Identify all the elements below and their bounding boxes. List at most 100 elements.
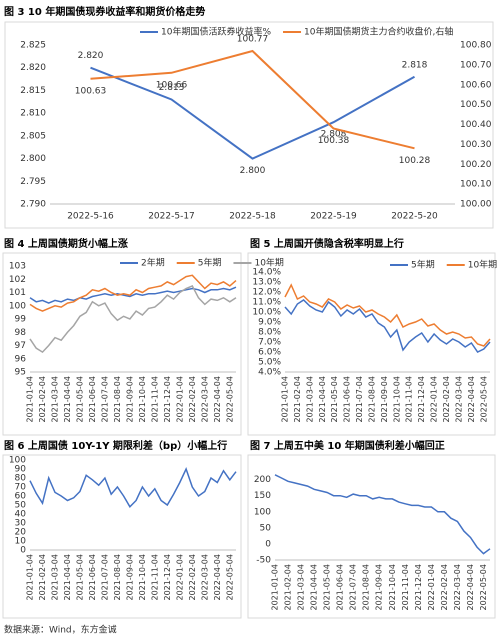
y-tick-label: 100 bbox=[9, 301, 26, 311]
y-tick-label: 96 bbox=[15, 354, 27, 364]
x-tick-label: 2022-04-04 bbox=[213, 554, 222, 601]
y-tick-label: 2.800 bbox=[20, 154, 46, 164]
x-tick-label: 2021-05-04 bbox=[330, 376, 339, 423]
data-label: 100.38 bbox=[318, 136, 350, 146]
line bbox=[29, 284, 237, 354]
x-tick-label: 2021-12-04 bbox=[417, 376, 426, 423]
x-tick-label: 2021-01-04 bbox=[26, 554, 35, 601]
x-tick-label: 2021-03-04 bbox=[50, 376, 59, 423]
y2-tick-label: 100.70 bbox=[460, 60, 492, 70]
x-tick-label: 2021-02-04 bbox=[38, 554, 47, 601]
x-tick-label: 2021-06-04 bbox=[336, 564, 345, 611]
legend-label: 10年期国债活跃券收益率% bbox=[161, 26, 271, 38]
y-tick-label: 10.0% bbox=[252, 308, 281, 318]
y-tick-label: 100 bbox=[9, 456, 26, 466]
x-tick-label: 2021-07-04 bbox=[349, 564, 358, 611]
y-tick-label: -50 bbox=[256, 556, 271, 566]
data-label: 2.808 bbox=[321, 130, 347, 140]
x-tick-label: 2022-01-04 bbox=[427, 564, 436, 611]
y-tick-label: 2.815 bbox=[20, 86, 46, 96]
x-tick-label: 2021-11-04 bbox=[405, 376, 414, 423]
x-tick-label: 2022-05-04 bbox=[479, 564, 488, 611]
y-tick-label: 40 bbox=[15, 510, 27, 520]
x-tick-label: 2022-05-04 bbox=[225, 376, 234, 423]
x-tick-label: 2022-05-04 bbox=[479, 376, 488, 423]
y-tick-label: 102 bbox=[9, 275, 26, 285]
y2-tick-label: 100.80 bbox=[460, 41, 492, 51]
y-tick-label: 13.0% bbox=[252, 278, 281, 288]
y-tick-label: 97 bbox=[15, 341, 26, 351]
y-tick-label: 2.810 bbox=[20, 109, 46, 119]
x-tick-label: 2021-02-04 bbox=[284, 564, 293, 611]
x-tick-label: 2021-06-04 bbox=[343, 376, 352, 423]
x-tick-label: 2021-11-04 bbox=[401, 564, 410, 611]
data-label: 2.820 bbox=[78, 51, 104, 61]
x-tick-label: 2021-09-04 bbox=[380, 376, 389, 423]
x-tick-label: 2022-04-04 bbox=[213, 376, 222, 423]
y-tick-label: 30 bbox=[15, 519, 27, 529]
frame bbox=[2, 252, 242, 436]
y2-tick-label: 100.30 bbox=[460, 140, 492, 150]
line bbox=[284, 299, 491, 353]
frame bbox=[247, 252, 496, 436]
y-tick-label: 8.0% bbox=[258, 328, 281, 338]
chart-title: 图 6 上周国债 10Y-1Y 期限利差（bp）小幅上行 bbox=[4, 439, 227, 452]
x-tick-label: 2021-08-04 bbox=[367, 376, 376, 423]
legend-label: 10年期国债期货主力合约收盘价,右轴 bbox=[304, 26, 453, 38]
x-tick-label: 2022-04-04 bbox=[466, 564, 475, 611]
data-label: 100.77 bbox=[237, 34, 269, 44]
x-tick-label: 2021-09-04 bbox=[375, 564, 384, 611]
x-tick-label: 2021-06-04 bbox=[88, 376, 97, 423]
x-tick-label: 2021-01-04 bbox=[281, 376, 290, 423]
x-tick-label: 2021-12-04 bbox=[414, 564, 423, 611]
legend-label: 2年期 bbox=[141, 257, 165, 269]
x-tick-label: 2021-11-04 bbox=[150, 376, 159, 423]
y-tick-label: 95 bbox=[15, 368, 26, 378]
chart-title: 图 3 10 年期国债现券收益率和期货价格走势 bbox=[4, 5, 205, 18]
y-tick-label: 0 bbox=[20, 546, 26, 556]
y-tick-label: 60 bbox=[15, 492, 27, 502]
frame bbox=[4, 21, 494, 229]
y-tick-label: 50 bbox=[260, 523, 272, 533]
x-tick-label: 2021-10-04 bbox=[388, 564, 397, 611]
data-label: 2.813 bbox=[159, 83, 185, 93]
x-tick-label: 2022-02-04 bbox=[188, 554, 197, 601]
x-tick-label: 2022-01-04 bbox=[430, 376, 439, 423]
x-tick-label: 2022-03-04 bbox=[200, 376, 209, 423]
y-tick-label: 70 bbox=[15, 483, 27, 493]
x-tick-label: 2022-01-04 bbox=[175, 554, 184, 601]
x-tick-label: 2021-02-04 bbox=[293, 376, 302, 423]
frame bbox=[2, 454, 242, 619]
x-tick-label: 2021-02-04 bbox=[38, 376, 47, 423]
x-tick-label: 2021-07-04 bbox=[355, 376, 364, 423]
x-tick-label: 2022-02-04 bbox=[188, 376, 197, 423]
y-tick-label: 2.825 bbox=[20, 41, 46, 51]
chart-title: 图 7 上周五中美 10 年期国债利差小幅回正 bbox=[250, 439, 445, 452]
line bbox=[274, 474, 491, 555]
y2-tick-label: 100.20 bbox=[460, 160, 492, 170]
x-tick-label: 2021-06-04 bbox=[88, 554, 97, 601]
chart-title: 图 4 上周国债期货小幅上涨 bbox=[4, 237, 128, 250]
y-tick-label: 10 bbox=[15, 537, 27, 547]
x-tick-label: 2022-01-04 bbox=[175, 376, 184, 423]
data-label: 100.28 bbox=[399, 156, 431, 166]
y-tick-label: 0 bbox=[265, 539, 271, 549]
y-tick-label: 5.0% bbox=[258, 358, 281, 368]
x-tick-label: 2022-5-16 bbox=[67, 212, 114, 222]
y-tick-label: 101 bbox=[9, 288, 26, 298]
x-tick-label: 2021-03-04 bbox=[305, 376, 314, 423]
y-tick-label: 100 bbox=[254, 507, 271, 517]
y-tick-label: 7.0% bbox=[258, 338, 281, 348]
x-tick-label: 2021-01-04 bbox=[271, 564, 280, 611]
y-tick-label: 6.0% bbox=[258, 348, 281, 358]
x-tick-label: 2021-04-04 bbox=[310, 564, 319, 611]
x-tick-label: 2022-5-20 bbox=[391, 212, 438, 222]
x-tick-label: 2022-03-04 bbox=[453, 564, 462, 611]
line bbox=[29, 274, 237, 312]
y-tick-label: 200 bbox=[254, 475, 271, 485]
legend-label: 5年期 bbox=[411, 259, 435, 271]
x-tick-label: 2021-04-04 bbox=[63, 376, 72, 423]
y-tick-label: 2.805 bbox=[20, 131, 46, 141]
y-tick-label: 103 bbox=[9, 262, 26, 272]
